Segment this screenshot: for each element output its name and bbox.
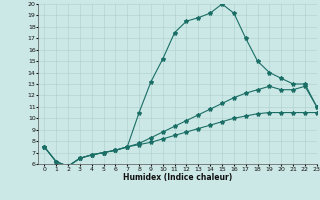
X-axis label: Humidex (Indice chaleur): Humidex (Indice chaleur): [123, 173, 232, 182]
